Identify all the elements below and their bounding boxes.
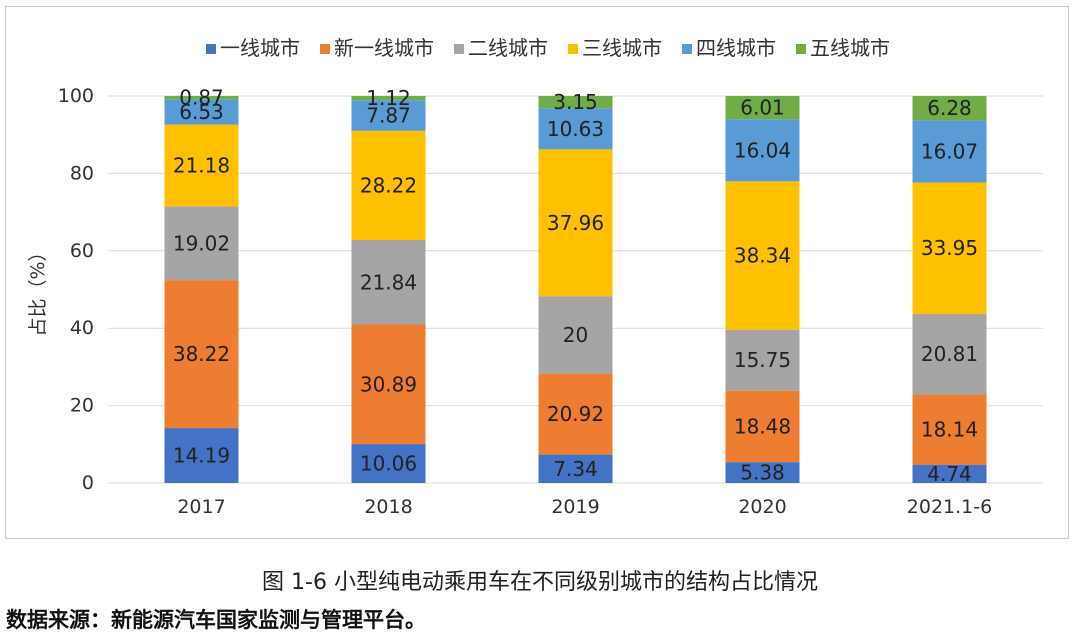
y-tick-label: 80 [70, 162, 94, 184]
data-label: 14.19 [173, 444, 230, 468]
bar-segment [351, 96, 426, 101]
data-label: 7.34 [553, 457, 598, 481]
x-tick-label: 2019 [551, 496, 599, 518]
legend-label: 五线城市 [810, 36, 890, 60]
figure-caption: 图 1-6 小型纯电动乘用车在不同级别城市的结构占比情况 [0, 564, 1080, 596]
y-axis-label: 占比（%） [27, 242, 49, 336]
y-tick-label: 0 [82, 472, 94, 494]
legend-swatch [568, 44, 578, 54]
bar-segment [912, 96, 987, 121]
figure-number: 图 1-6 [262, 570, 327, 595]
legend-label: 一线城市 [220, 36, 300, 60]
bar-segment [164, 428, 239, 483]
x-tick-label: 2021.1-6 [907, 496, 992, 518]
x-tick-label: 2020 [738, 496, 786, 518]
y-tick-label: 100 [58, 85, 94, 107]
bar-segment [164, 280, 239, 429]
data-label: 10.06 [360, 452, 417, 476]
bar-segment [912, 182, 987, 314]
data-label: 21.18 [173, 154, 230, 178]
data-label: 10.63 [547, 117, 604, 141]
figure-title: 小型纯电动乘用车在不同级别城市的结构占比情况 [333, 570, 818, 595]
bar-segment [538, 454, 613, 483]
bar-segment [164, 206, 239, 281]
data-label: 15.75 [734, 348, 791, 372]
bar-segment [538, 296, 613, 374]
data-label: 38.22 [173, 342, 230, 366]
bar-segment [351, 130, 426, 241]
legend-swatch [682, 44, 692, 54]
y-tick-label: 60 [70, 240, 94, 262]
data-label: 6.53 [179, 100, 224, 124]
x-tick-label: 2018 [364, 496, 412, 518]
bar-segment [351, 240, 426, 325]
data-label: 6.28 [927, 96, 972, 120]
legend-label: 四线城市 [696, 36, 776, 60]
data-label: 18.48 [734, 414, 791, 438]
bar-segment [164, 99, 239, 125]
stacked-bar-chart: 0 20 40 60 80 100 占比（%） 14.19 38.22 19.02 21.18 6.5… [27, 36, 1043, 518]
data-label: 21.84 [360, 270, 417, 294]
bar-segment [725, 181, 800, 330]
bar-segment [725, 119, 800, 182]
legend-swatch [206, 44, 216, 54]
data-label: 20 [563, 323, 588, 347]
bar-segment [538, 149, 613, 297]
data-label: 20.81 [921, 342, 978, 366]
legend-label: 新一线城市 [334, 36, 434, 60]
bar-segment [912, 464, 987, 483]
data-label: 1.12 [366, 86, 411, 110]
bar-segment [725, 329, 800, 391]
bar-segment [912, 394, 987, 465]
data-label: 30.89 [360, 372, 417, 396]
bar-segment [538, 108, 613, 150]
legend-swatch [454, 44, 464, 54]
data-label: 38.34 [734, 244, 791, 268]
chart-frame: 0 20 40 60 80 100 占比（%） 14.19 38.22 19.02 21.18 6.5… [5, 6, 1069, 539]
data-label: 16.07 [921, 139, 978, 163]
source-note: 数据来源：新能源汽车国家监测与管理平台。 [6, 608, 426, 632]
data-label: 18.14 [921, 418, 978, 442]
y-tick-label: 20 [70, 395, 94, 417]
bar-segment [164, 124, 239, 207]
data-label: 5.38 [740, 461, 785, 485]
bar-segment [538, 373, 613, 455]
x-tick-label: 2017 [177, 496, 225, 518]
data-label: 20.92 [547, 402, 604, 426]
y-tick-label: 40 [70, 317, 94, 339]
data-label: 3.15 [553, 90, 598, 114]
bar-segment [725, 390, 800, 463]
data-label: 37.96 [547, 211, 604, 235]
data-label: 6.01 [740, 96, 785, 120]
data-label: 19.02 [173, 231, 230, 255]
bar-segment [538, 96, 613, 109]
bar-segment [164, 96, 239, 100]
legend-swatch [796, 44, 806, 54]
legend-label: 三线城市 [582, 36, 662, 60]
data-label: 0.87 [179, 86, 224, 110]
bar-segment [351, 324, 426, 445]
legend-label: 二线城市 [468, 36, 548, 60]
legend-swatch [320, 44, 330, 54]
bar-segment [725, 96, 800, 120]
data-label: 16.04 [734, 138, 791, 162]
bar-segment [351, 100, 426, 131]
bar-segment [351, 444, 426, 483]
bar-segment [725, 462, 800, 483]
bar-segment [912, 120, 987, 183]
data-label: 4.74 [927, 462, 972, 486]
bar-segment [912, 313, 987, 395]
data-label: 7.87 [366, 104, 411, 128]
data-label: 33.95 [921, 236, 978, 260]
data-label: 28.22 [360, 173, 417, 197]
